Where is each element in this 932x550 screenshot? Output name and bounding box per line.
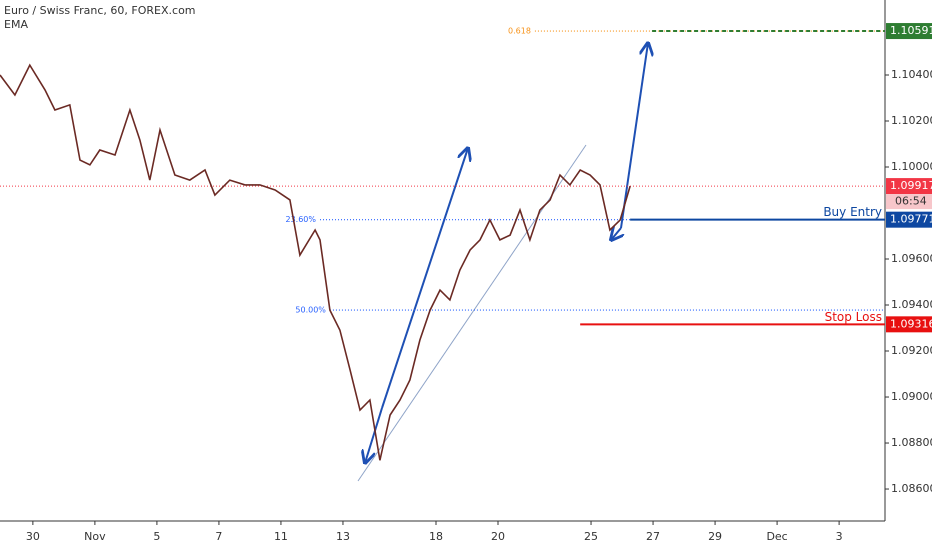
y-tick-label: 1.08600 xyxy=(891,482,932,495)
price-label-box xyxy=(886,316,932,333)
y-tick-label: 1.09200 xyxy=(891,344,932,357)
x-tick-label: 27 xyxy=(646,530,660,543)
x-tick-label: 18 xyxy=(429,530,443,543)
y-tick-label: 1.10200 xyxy=(891,114,932,127)
x-tick-label: 3 xyxy=(836,530,843,543)
chart-title: Euro / Swiss Franc, 60, FOREX.com xyxy=(4,4,196,17)
price-label-box xyxy=(886,178,932,195)
price-label: 1.09771 xyxy=(890,213,932,226)
level-name: Buy Entry xyxy=(823,205,882,219)
x-tick-label: Dec xyxy=(766,530,787,543)
x-tick-label: 29 xyxy=(708,530,722,543)
x-tick-label: 5 xyxy=(153,530,160,543)
fib-label: 50.00% xyxy=(295,306,326,315)
countdown: 06:54 xyxy=(895,195,927,208)
x-tick-label: 20 xyxy=(491,530,505,543)
x-tick-label: 30 xyxy=(26,530,40,543)
y-tick-label: 1.09400 xyxy=(891,298,932,311)
x-tick-label: Nov xyxy=(84,530,106,543)
level-name: Stop Loss xyxy=(825,310,882,324)
arrow xyxy=(620,43,648,229)
x-tick-label: 7 xyxy=(215,530,222,543)
x-tick-label: 11 xyxy=(274,530,288,543)
price-line xyxy=(0,63,631,461)
y-tick-label: 1.10400 xyxy=(891,68,932,81)
countdown-box xyxy=(886,194,932,210)
y-tick-label: 1.09600 xyxy=(891,252,932,265)
y-tick-label: 1.08800 xyxy=(891,436,932,449)
arrow xyxy=(365,407,383,463)
fib-label: 23.60% xyxy=(285,215,316,224)
price-label: 1.09316 xyxy=(890,317,932,330)
price-label-box xyxy=(886,211,932,228)
price-label: 1.10591 xyxy=(890,24,932,37)
arrow xyxy=(611,228,621,240)
x-tick-label: 13 xyxy=(336,530,350,543)
arrow xyxy=(381,148,468,409)
y-tick-label: 1.09000 xyxy=(891,390,932,403)
x-tick-label: 25 xyxy=(584,530,598,543)
fib-label: 0.618 xyxy=(508,27,531,36)
indicator-label: EMA xyxy=(4,18,28,31)
y-tick-label: 1.10000 xyxy=(891,160,932,173)
price-label: 1.09917 xyxy=(890,179,932,192)
price-label-box xyxy=(886,23,932,40)
